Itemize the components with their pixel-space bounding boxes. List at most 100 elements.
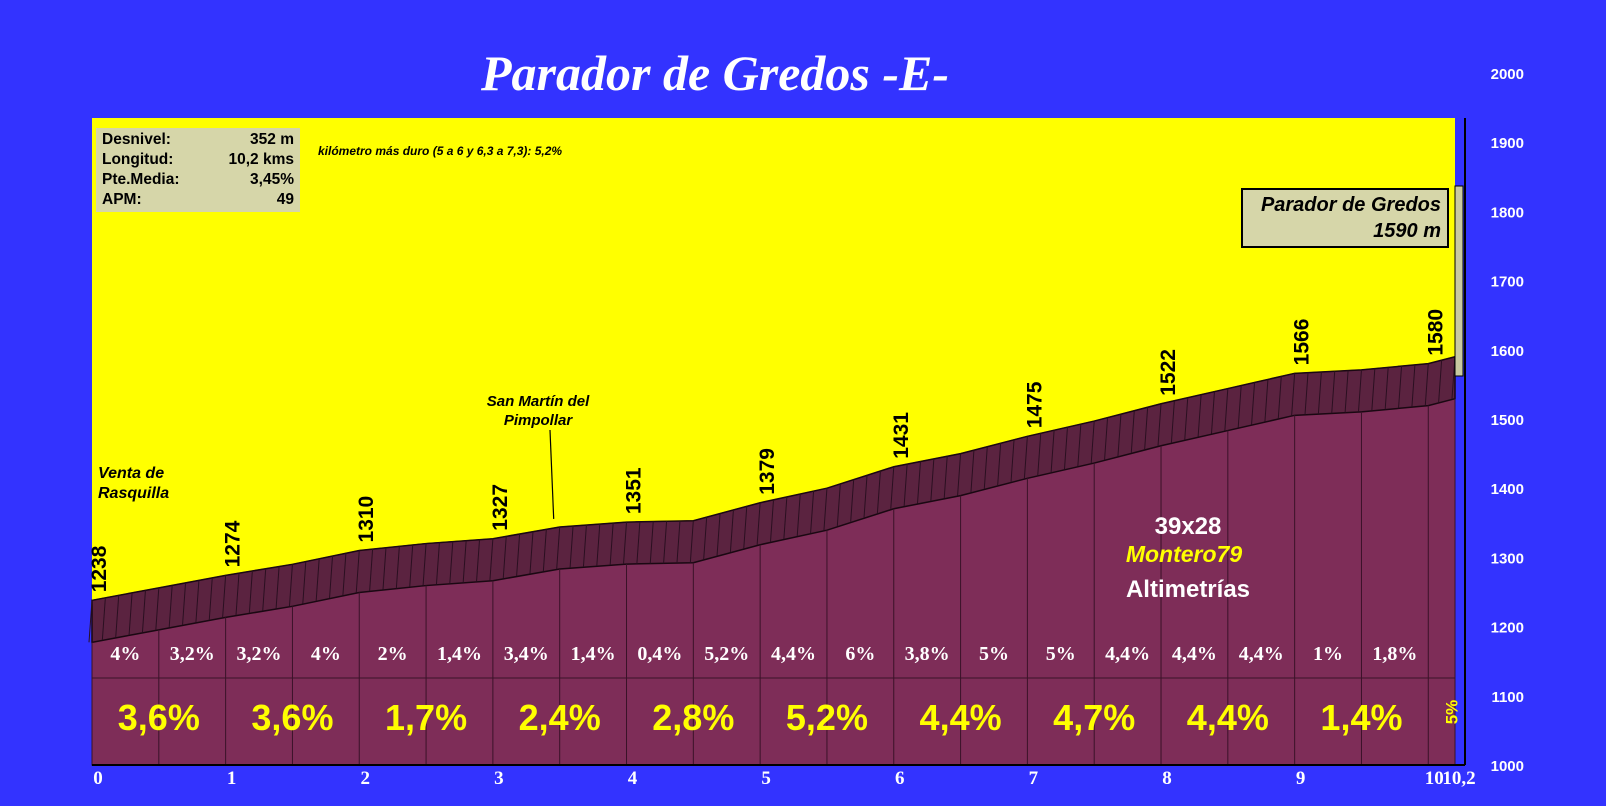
credits-size: 39x28 xyxy=(1155,513,1222,540)
band-hatch-line xyxy=(569,525,574,569)
altitude-label: 1580 xyxy=(1424,309,1447,356)
band-hatch-line xyxy=(329,555,334,599)
y-tick-label: 1500 xyxy=(1491,412,1524,429)
stat-row-apm: APM: 49 xyxy=(102,190,294,210)
half-km-gradient-label: 4% xyxy=(311,643,341,665)
band-hatch-line xyxy=(222,575,227,618)
y-tick-label: 1700 xyxy=(1491,274,1524,291)
altitude-label: 1379 xyxy=(756,448,779,495)
band-hatch-line xyxy=(957,453,962,496)
half-km-gradient-label: 3,2% xyxy=(170,643,215,665)
band-hatch-line xyxy=(1384,367,1389,410)
band-hatch-line xyxy=(1117,414,1122,457)
half-km-gradient-label: 1,8% xyxy=(1372,643,1417,665)
band-hatch-line xyxy=(395,546,400,589)
labels-layer: 4% 3,2% 3,2% 4% 2% 1,4% 3,4% 1,4% 0,4% 5,2% 4,4% 6%… xyxy=(88,185,1464,738)
x-tick-label: 7 xyxy=(1029,768,1039,789)
half-km-gradient-label: 0,4% xyxy=(637,643,682,665)
band-hatch-line xyxy=(1424,363,1429,406)
band-hatch-line xyxy=(235,573,240,616)
band-hatch-line xyxy=(863,475,868,518)
band-hatch-line xyxy=(623,522,628,565)
band-hatch-line xyxy=(155,587,160,630)
summit-altitude: 1590 m xyxy=(1373,220,1441,242)
credits-author: Montero79 xyxy=(1126,541,1243,567)
km-gradient-label: 2,4% xyxy=(519,697,601,738)
x-tick-label: 0 xyxy=(93,768,103,789)
km-gradient-label: 5% xyxy=(1443,700,1462,725)
band-hatch-line xyxy=(850,479,855,522)
band-hatch-line xyxy=(783,496,788,539)
band-hatch-line xyxy=(422,543,427,586)
band-hatch-line xyxy=(1344,370,1349,413)
band-hatch-line xyxy=(1331,371,1336,414)
altitude-label: 1351 xyxy=(623,467,646,514)
band-hatch-line xyxy=(449,541,454,584)
band-hatch-line xyxy=(756,502,761,545)
x-tick-label: 3 xyxy=(494,768,504,789)
band-hatch-line xyxy=(596,524,601,567)
y-tick-label: 1200 xyxy=(1491,620,1524,637)
half-km-gradient-label: 1,4% xyxy=(437,643,482,665)
band-hatch-line xyxy=(970,450,975,493)
band-hatch-line xyxy=(1104,417,1109,460)
stat-label: Desnivel: xyxy=(102,131,171,148)
band-hatch-line xyxy=(997,443,1002,486)
half-km-gradient-label: 3,8% xyxy=(905,643,950,665)
band-hatch-line xyxy=(1090,421,1095,464)
band-hatch-line xyxy=(1317,371,1322,414)
band-hatch-line xyxy=(355,550,360,593)
km-gradient-label: 1,4% xyxy=(1320,697,1402,738)
half-km-gradient-label: 4% xyxy=(110,643,140,665)
band-hatch-line xyxy=(516,533,521,577)
band-hatch-line xyxy=(649,521,654,564)
band-hatch-line xyxy=(876,471,881,514)
band-hatch-line xyxy=(943,456,948,499)
band-hatch-line xyxy=(743,506,748,549)
km-gradient-label: 4,7% xyxy=(1053,697,1135,738)
stat-row-pendiente: Pte.Media: 3,45% xyxy=(102,170,294,190)
band-hatch-line xyxy=(302,561,307,604)
half-km-gradient-label: 1,4% xyxy=(571,643,616,665)
y-tick-label: 1100 xyxy=(1491,689,1524,706)
band-hatch-line xyxy=(1037,433,1042,476)
band-hatch-line xyxy=(141,590,146,633)
half-km-gradient-label: 4,4% xyxy=(1172,643,1217,665)
band-hatch-line xyxy=(796,493,801,537)
band-hatch-line xyxy=(182,582,187,625)
y-tick-label: 1400 xyxy=(1491,481,1524,498)
band-hatch-line xyxy=(1210,391,1215,434)
band-hatch-line xyxy=(502,536,507,579)
band-hatch-line xyxy=(1130,410,1135,453)
half-km-gradient-label: 1% xyxy=(1313,643,1343,665)
band-hatch-line xyxy=(101,597,106,640)
summit-pole xyxy=(1454,185,1464,377)
altitude-label: 1310 xyxy=(355,496,378,543)
band-hatch-line xyxy=(1063,427,1068,470)
stat-label: Longitud: xyxy=(102,151,174,168)
band-hatch-line xyxy=(1050,430,1055,473)
band-hatch-line xyxy=(1144,407,1149,450)
band-hatch-line xyxy=(1277,376,1282,419)
x-tick-label: 10 xyxy=(1425,768,1444,789)
band-hatch-line xyxy=(1023,436,1028,479)
stat-value: 10,2 kms xyxy=(228,151,295,168)
band-hatch-line xyxy=(529,531,534,574)
band-hatch-line xyxy=(1398,366,1403,409)
band-hatch-line xyxy=(462,540,467,583)
band-hatch-line xyxy=(168,585,173,628)
km-gradient-label: 4,4% xyxy=(1187,697,1269,738)
band-hatch-line xyxy=(262,568,267,611)
place-label: Pimpollar xyxy=(504,412,574,429)
km-gradient-label: 4,4% xyxy=(920,697,1002,738)
half-km-gradient-label: 5,2% xyxy=(704,643,749,665)
band-hatch-line xyxy=(315,558,320,601)
band-hatch-line xyxy=(248,570,253,613)
band-hatch-line xyxy=(1411,364,1416,407)
half-km-gradient-label: 3,4% xyxy=(504,643,549,665)
stat-value: 352 m xyxy=(250,131,294,148)
band-hatch-line xyxy=(435,542,440,585)
half-km-gradient-label: 4,4% xyxy=(1239,643,1284,665)
